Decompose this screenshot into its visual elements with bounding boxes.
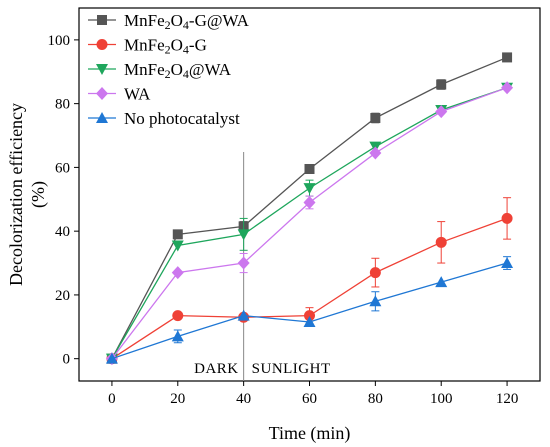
legend: MnFe2O4-G@WA MnFe2O4-G MnFe2O4@WA WA No phot… [88, 11, 250, 128]
legend-label-3: MnFe2O4@WA [124, 60, 232, 81]
series-2-point-120 [501, 212, 513, 224]
legend-item-5: No photocatalyst [88, 109, 240, 128]
series-5-point-20 [171, 330, 184, 342]
series-4-point-100 [435, 105, 448, 119]
series-5-point-40 [237, 309, 250, 321]
x-tick-label-20: 20 [170, 391, 185, 407]
legend-marker-5 [96, 112, 108, 123]
series-4-point-40 [237, 256, 250, 270]
series-5-point-120 [501, 257, 514, 269]
series-3-point-20 [171, 240, 184, 252]
series-5-point-0 [105, 352, 118, 364]
ticks-layer: 0 20 40 60 80 100 120 0 20 40 60 80 100 [48, 33, 519, 407]
series-2-point-20 [172, 310, 184, 322]
annotation-sunlight: SUNLIGHT [252, 361, 331, 377]
x-tick-label-60: 60 [302, 391, 317, 407]
legend-item-2: MnFe2O4-G [88, 36, 207, 57]
legend-item-3: MnFe2O4@WA [88, 60, 232, 81]
legend-label-4: WA [124, 85, 151, 104]
y-tick-label-100: 100 [48, 33, 71, 49]
y-tick-label-60: 60 [55, 160, 70, 176]
series-3-point-40 [237, 229, 250, 241]
x-tick-label-100: 100 [430, 391, 453, 407]
legend-item-4: WA [88, 85, 151, 104]
series-2-line [111, 217, 508, 360]
series-1-point-60 [304, 163, 315, 174]
legend-label-2: MnFe2O4-G [124, 36, 207, 57]
x-axis-title: Time (min) [269, 423, 351, 444]
y-axis-title-line-2: (%) [28, 181, 49, 208]
series-4-point-120 [501, 81, 514, 95]
legend-item-1: MnFe2O4-G@WA [88, 11, 250, 32]
y-axis-title: Decolorization efficiency (%) [6, 103, 49, 286]
y-tick-label-0: 0 [63, 352, 71, 368]
series-1-point-100 [436, 79, 447, 90]
x-tick-label-40: 40 [236, 391, 251, 407]
series-layer [105, 52, 514, 366]
series-2 [106, 197, 513, 365]
series-2-point-100 [435, 236, 447, 248]
y-tick-label-20: 20 [55, 288, 70, 304]
legend-marker-4 [96, 87, 108, 100]
series-5-point-80 [369, 295, 382, 307]
y-axis-title-line-1: Decolorization efficiency [6, 103, 26, 286]
x-tick-label-80: 80 [368, 391, 383, 407]
series-1-point-80 [370, 112, 381, 123]
series-5-point-60 [303, 316, 316, 328]
series-1-point-20 [172, 229, 183, 240]
series-4-point-60 [303, 195, 316, 209]
y-tick-label-80: 80 [55, 97, 70, 113]
series-4 [105, 81, 514, 366]
series-3-point-60 [303, 183, 316, 195]
series-4-point-20 [171, 266, 184, 280]
series-2-point-60 [304, 310, 315, 322]
series-4-point-80 [369, 146, 382, 160]
series-1-point-120 [502, 52, 513, 63]
legend-marker-3 [96, 64, 108, 75]
legend-label-1: MnFe2O4-G@WA [124, 11, 250, 32]
series-5 [105, 256, 514, 364]
annotation-dark: DARK [194, 361, 239, 377]
series-5-point-100 [435, 276, 448, 288]
legend-marker-1 [97, 15, 107, 25]
series-2-point-80 [369, 267, 381, 279]
legend-marker-2 [96, 39, 108, 50]
x-tick-label-0: 0 [108, 391, 116, 407]
legend-label-5: No photocatalyst [124, 109, 240, 128]
x-tick-label-120: 120 [496, 391, 519, 407]
y-tick-label-40: 40 [55, 224, 70, 240]
annotation-layer: DARK SUNLIGHT [194, 361, 331, 377]
